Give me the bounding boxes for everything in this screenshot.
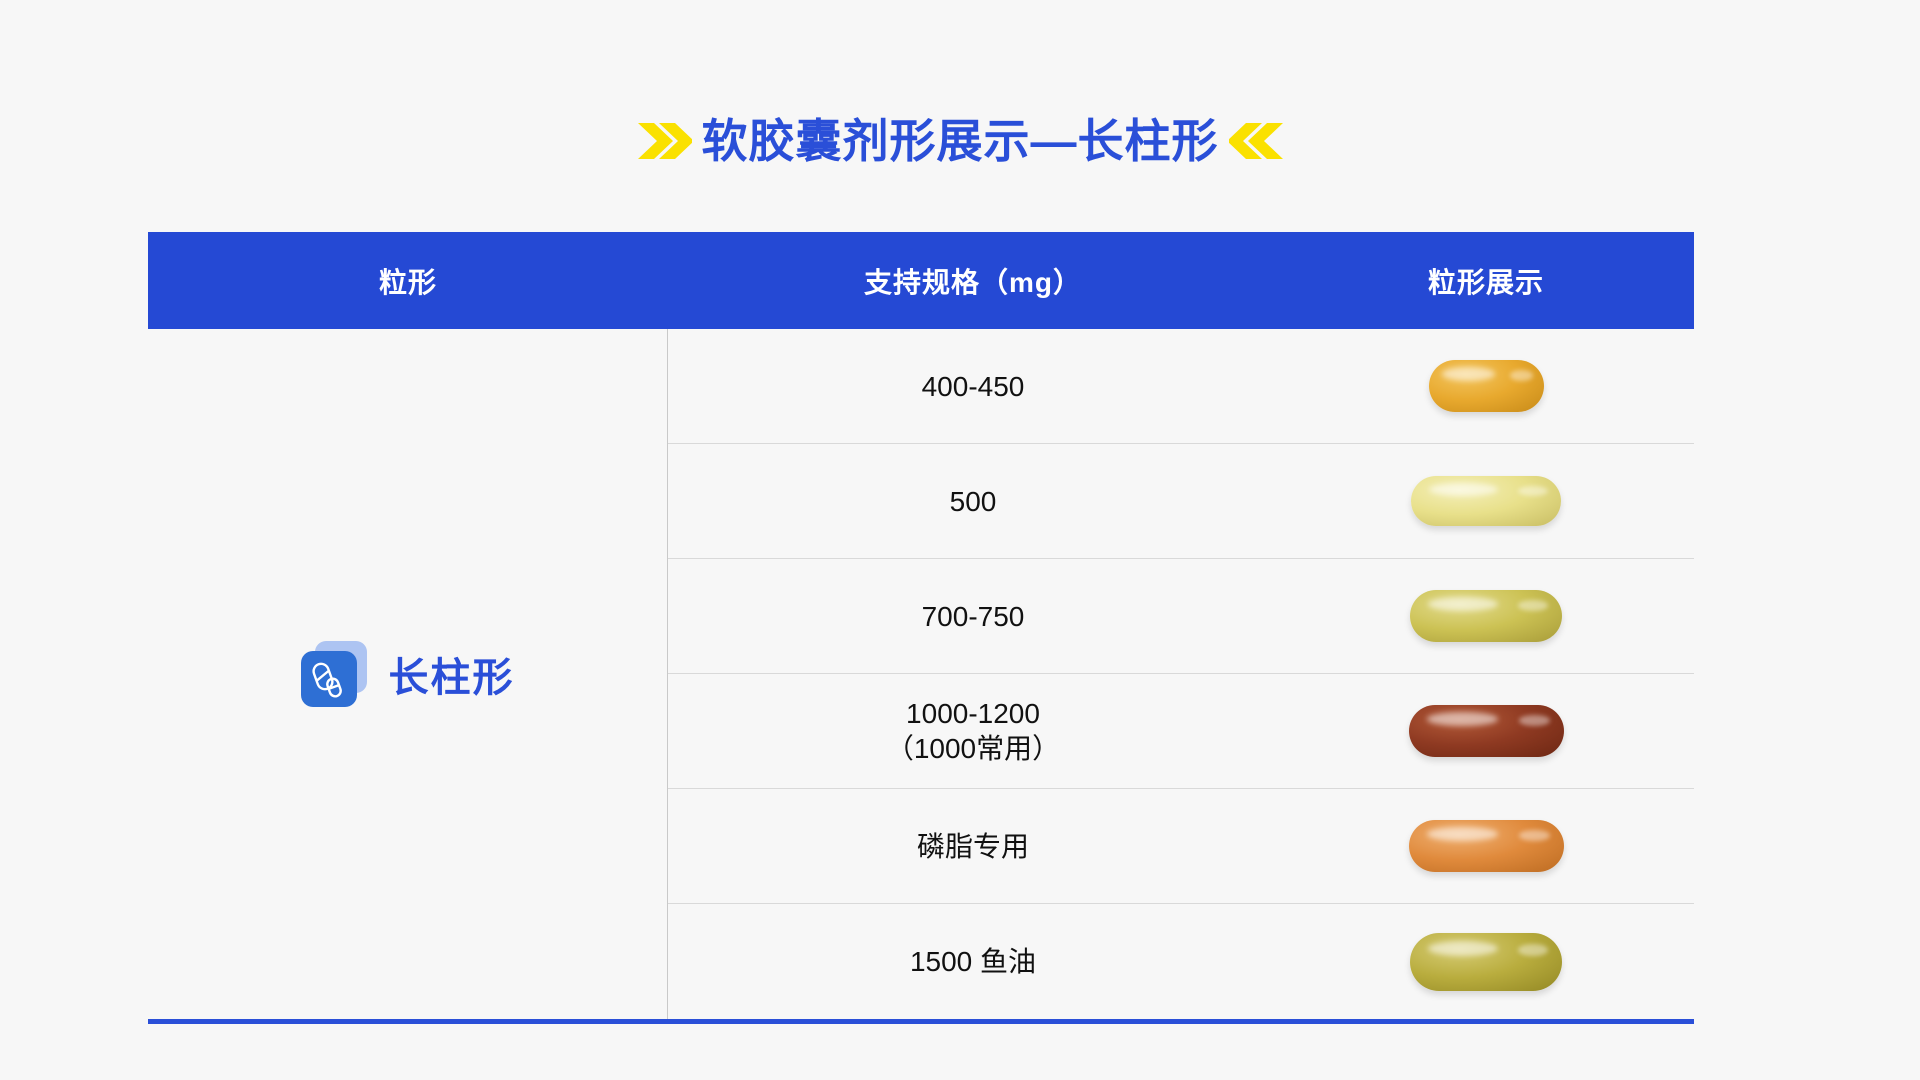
table-row: 700-750 xyxy=(668,559,1694,674)
capsule-amber-gold xyxy=(1428,360,1544,412)
spec-line-1: 1500 鱼油 xyxy=(909,946,1037,977)
page-title-row: 软胶囊剂形展示—长柱形 xyxy=(0,118,1920,164)
spec-value: 1000-1200 （1000常用） xyxy=(668,696,1278,766)
capsule-display-cell xyxy=(1278,476,1694,526)
spec-value: 磷脂专用 xyxy=(668,829,1278,864)
spec-line-1: 1000-1200 xyxy=(906,698,1040,729)
capsule-pale-yellow xyxy=(1411,476,1561,526)
column-header-specs: 支持规格（mg） xyxy=(863,266,1082,298)
shape-type-cell: 长柱形 xyxy=(148,329,668,1019)
chevron-double-left-icon xyxy=(1228,123,1283,159)
capsule-display-cell xyxy=(1278,820,1694,872)
table-row: 500 xyxy=(668,444,1694,559)
capsule-olive-fishoil xyxy=(1410,932,1562,991)
table-row: 400-450 xyxy=(668,329,1694,444)
table-row: 磷脂专用 xyxy=(668,789,1694,904)
capsule-dark-red-brown xyxy=(1408,705,1564,757)
spec-line-1: 700-750 xyxy=(921,600,1025,632)
capsule-display-cell xyxy=(1278,705,1694,757)
spec-line-2: （1000常用） xyxy=(885,733,1061,764)
icon-front-card xyxy=(300,651,357,707)
table-body: 长柱形 400-450 500 xyxy=(148,329,1694,1024)
capsule-display-cell xyxy=(1278,590,1694,642)
table-row: 1500 鱼油 xyxy=(668,904,1694,1019)
capsule-display-cell xyxy=(1278,932,1694,991)
page-title: 软胶囊剂形展示—长柱形 xyxy=(701,115,1219,167)
spec-line-1: 500 xyxy=(949,485,997,517)
column-header-display: 粒形展示 xyxy=(1427,266,1544,298)
spec-rows: 400-450 500 700-750 xyxy=(668,329,1694,1019)
spec-value: 500 xyxy=(668,484,1278,519)
spec-value: 700-750 xyxy=(668,599,1278,634)
table-row: 1000-1200 （1000常用） xyxy=(668,674,1694,789)
capsule-spec-table: 粒形 支持规格（mg） 粒形展示 xyxy=(148,232,1694,1024)
spec-value: 400-450 xyxy=(668,369,1278,404)
capsule-orange-amber xyxy=(1408,820,1564,872)
capsule-olive-gold xyxy=(1410,590,1562,642)
column-header-shape: 粒形 xyxy=(378,266,437,298)
shape-type-label: 长柱形 xyxy=(388,656,515,700)
spec-line-1: 400-450 xyxy=(921,370,1025,402)
capsule-pill-icon xyxy=(300,641,367,707)
spec-line-1: 磷脂专用 xyxy=(916,830,1029,862)
spec-value: 1500 鱼油 xyxy=(668,944,1278,979)
table-header-row: 粒形 支持规格（mg） 粒形展示 xyxy=(148,232,1694,329)
chevron-double-right-icon xyxy=(637,123,692,159)
capsule-display-cell xyxy=(1278,360,1694,412)
